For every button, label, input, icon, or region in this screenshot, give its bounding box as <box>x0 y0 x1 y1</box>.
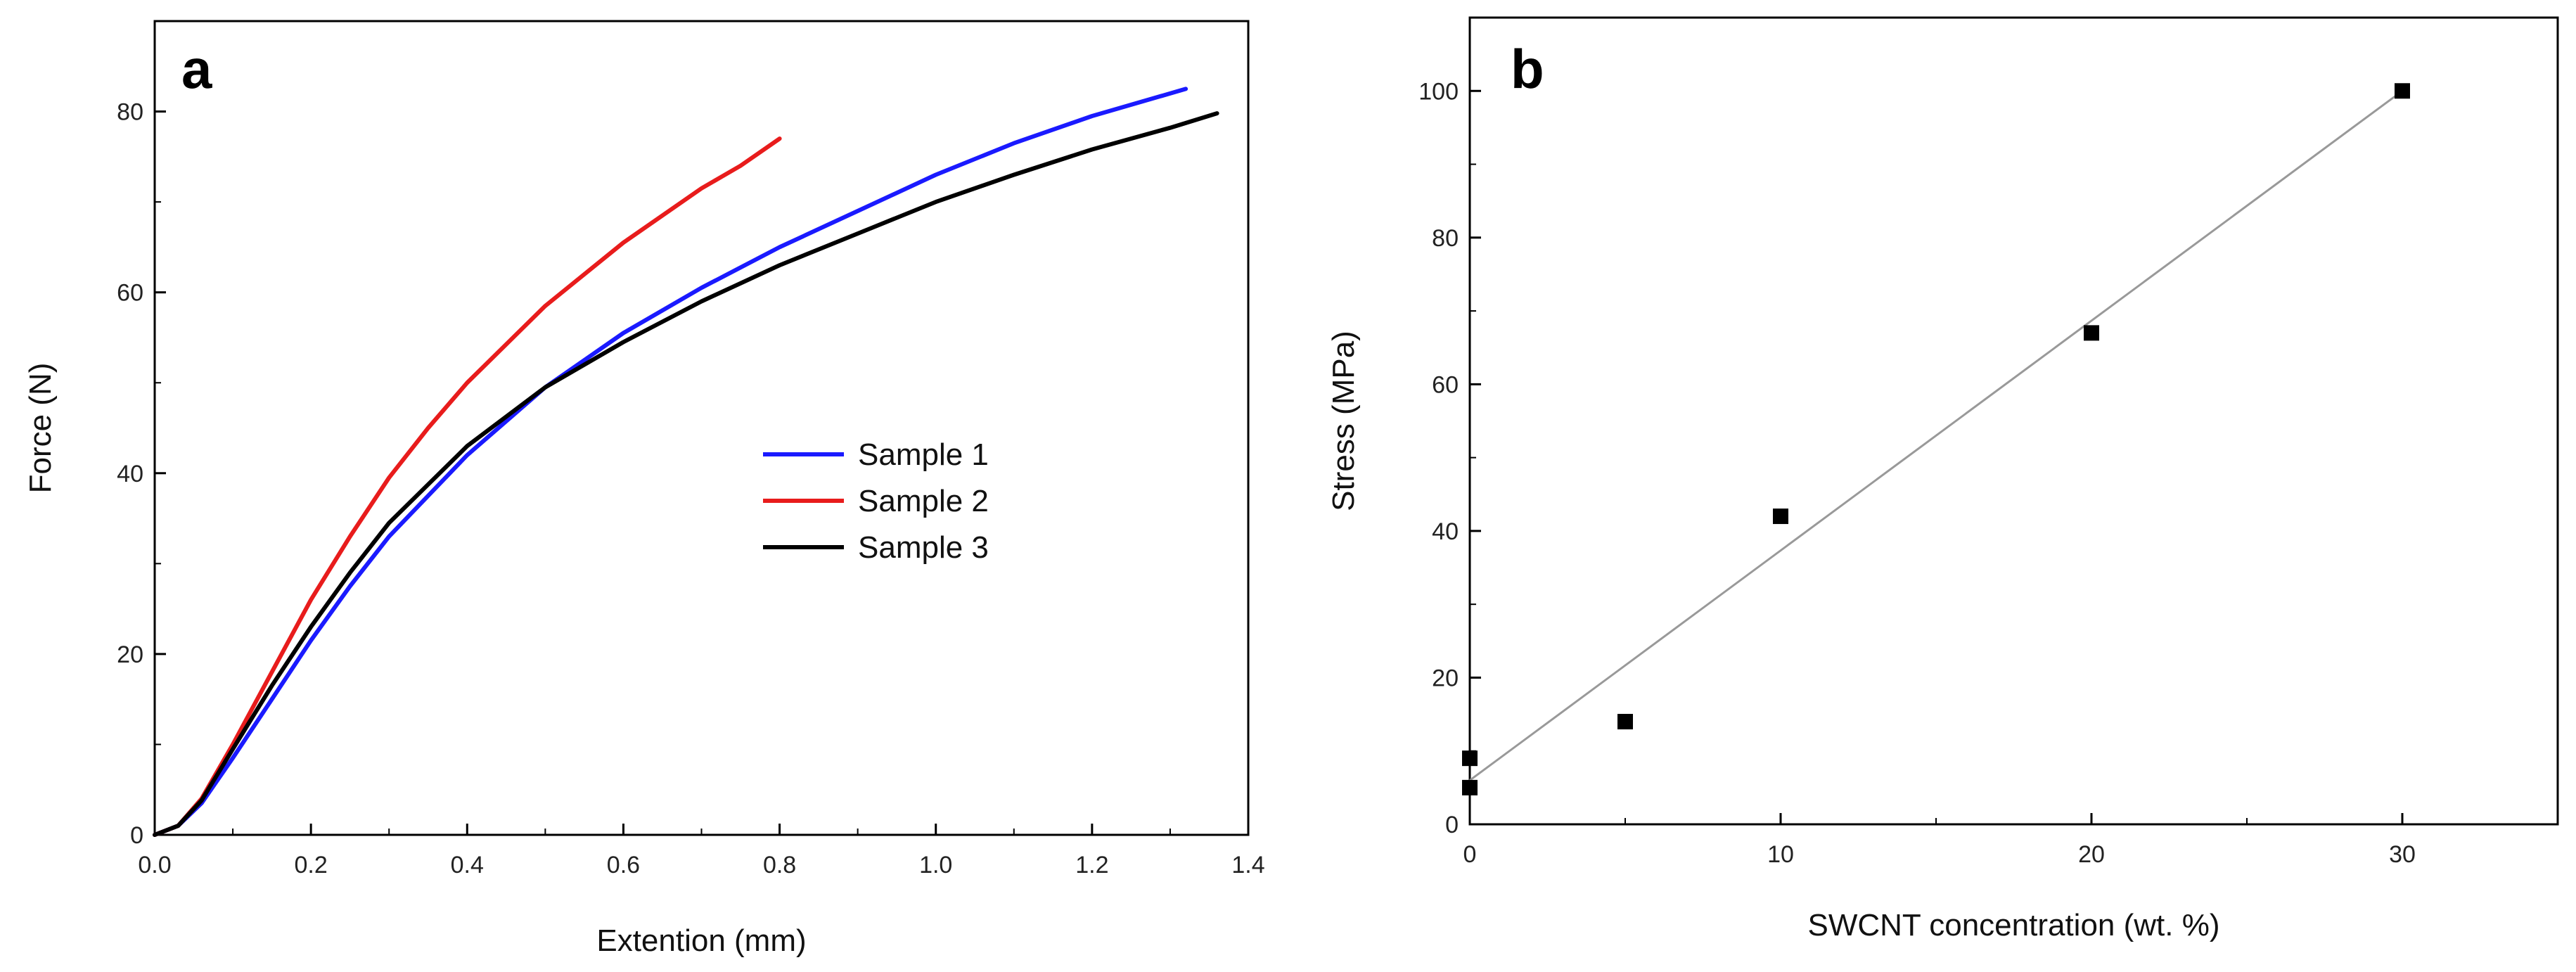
panel-a-x-axis: 0.0 0.2 0.4 0.6 0.8 1.0 1.2 1.4 <box>138 824 1265 878</box>
y-tick-label: 40 <box>1432 518 1459 545</box>
y-tick-label: 0 <box>1445 812 1459 838</box>
data-point-marker <box>1773 509 1788 525</box>
x-tick-label: 1.4 <box>1231 852 1264 878</box>
series-line-sample-1 <box>153 87 1188 837</box>
x-tick-label: 1.2 <box>1075 852 1108 878</box>
series-line-sample-3 <box>153 111 1219 837</box>
y-tick-label: 20 <box>1432 665 1459 691</box>
x-tick-label: 30 <box>2389 841 2416 868</box>
panel-b-letter: b <box>1511 38 1544 100</box>
panel-a-x-axis-title: Extention (mm) <box>596 923 806 958</box>
panel-a-letter: a <box>181 38 212 100</box>
panel-b-x-axis-title: SWCNT concentration (wt. %) <box>1807 908 2219 942</box>
y-tick-label: 80 <box>117 99 143 126</box>
x-tick-label: 0.8 <box>763 852 796 878</box>
panel-a-y-axis-title: Force (N) <box>23 363 58 494</box>
x-tick-label: 0 <box>1463 841 1477 868</box>
linear-fit-line <box>1469 90 2403 781</box>
y-tick-label: 80 <box>1432 225 1459 252</box>
panel-b-y-axis: 0 20 40 60 80 100 <box>1418 17 1481 838</box>
data-point-marker <box>2084 325 2099 341</box>
panel-b-x-axis: 0 10 20 30 <box>1463 813 2416 868</box>
x-tick-label: 1.0 <box>919 852 952 878</box>
panel-b-marks-group <box>1462 83 2410 795</box>
panel-b-stress-concentration-chart: 0 10 20 30 0 20 40 60 80 100 b SWCNT concentrati… <box>1326 16 2559 942</box>
x-tick-label: 20 <box>2078 841 2105 868</box>
y-tick-label: 100 <box>1418 78 1459 105</box>
data-point-marker <box>2395 83 2410 99</box>
x-tick-label: 0.6 <box>607 852 640 878</box>
panel-a-legend: Sample 1 Sample 2 Sample 3 <box>763 437 989 565</box>
panel-b-y-axis-title: Stress (MPa) <box>1326 331 1361 511</box>
panel-a-series-group <box>153 87 1219 837</box>
legend-label-sample-2: Sample 2 <box>858 484 989 518</box>
series-line-sample-2 <box>153 136 782 837</box>
y-tick-label: 60 <box>1432 371 1459 398</box>
legend-label-sample-1: Sample 1 <box>858 437 989 472</box>
y-tick-label: 40 <box>117 461 143 487</box>
data-point-marker <box>1617 714 1633 730</box>
panel-b-plot-frame <box>1468 16 2559 826</box>
y-tick-label: 0 <box>130 822 143 849</box>
panel-a-y-axis: 0 20 40 60 80 <box>117 20 166 849</box>
y-tick-label: 60 <box>117 280 143 307</box>
x-tick-label: 10 <box>1767 841 1794 868</box>
data-point-marker <box>1462 750 1478 767</box>
panel-a-plot-frame <box>153 20 1250 836</box>
data-point-marker <box>1462 779 1478 795</box>
x-tick-label: 0.4 <box>451 852 484 878</box>
x-tick-label: 0.0 <box>138 852 171 878</box>
panel-a-force-extension-chart: 0.0 0.2 0.4 0.6 0.8 1.0 1.2 1.4 0 20 40 60 80 a Ext… <box>23 20 1265 958</box>
legend-label-sample-3: Sample 3 <box>858 530 989 565</box>
y-tick-label: 20 <box>117 641 143 668</box>
x-tick-label: 0.2 <box>295 852 328 878</box>
